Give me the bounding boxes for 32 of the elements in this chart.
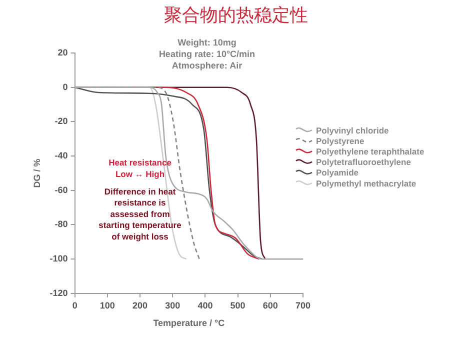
legend-label: Polytetrafluoroethylene bbox=[316, 157, 412, 168]
legend-label: Polyethylene teraphthalate bbox=[316, 146, 424, 157]
x-tick-label: 500 bbox=[230, 300, 246, 310]
x-axis-title: Temperature / °C bbox=[153, 318, 226, 328]
annotation: Difference in heat resistance is assessed from starting temperature of weight loss bbox=[98, 186, 182, 242]
annotation: Heat resistance bbox=[108, 157, 172, 168]
legend-label: Polyamide bbox=[316, 168, 359, 178]
y-tick-label: 0 bbox=[62, 82, 68, 92]
annotation: Low ↔ High bbox=[115, 168, 165, 179]
x-tick-label: 100 bbox=[100, 300, 115, 310]
x-tick-label: 0 bbox=[72, 300, 78, 310]
y-tick-label: -80 bbox=[54, 219, 68, 230]
legend-label: Polymethyl methacrylate bbox=[316, 178, 416, 188]
annotation: Atmosphere: Air bbox=[172, 60, 243, 70]
x-tick-label: 600 bbox=[262, 300, 278, 310]
y-tick-label: -20 bbox=[54, 116, 68, 126]
y-tick-label: -120 bbox=[50, 288, 68, 298]
legend-label: Polystyrene bbox=[316, 136, 364, 146]
y-tick-label: -40 bbox=[54, 150, 68, 161]
x-tick-label: 300 bbox=[165, 300, 180, 310]
text: Weight: 10mg bbox=[178, 37, 236, 48]
y-tick-label: 20 bbox=[58, 47, 68, 58]
x-tick-label: 700 bbox=[295, 300, 311, 310]
chart-title: 聚合物的热稳定性 bbox=[164, 4, 308, 25]
legend-label: Polyvinyl chloride bbox=[316, 125, 390, 136]
line-series bbox=[74, 86, 303, 260]
annotation: Heating rate: 10°C/min bbox=[158, 48, 256, 59]
y-axis-title: DG / % bbox=[32, 158, 42, 188]
y-tick-label: -60 bbox=[54, 184, 68, 195]
x-tick-label: 200 bbox=[132, 300, 148, 310]
y-tick-label: -100 bbox=[50, 254, 68, 264]
x-tick-label: 400 bbox=[198, 300, 213, 310]
